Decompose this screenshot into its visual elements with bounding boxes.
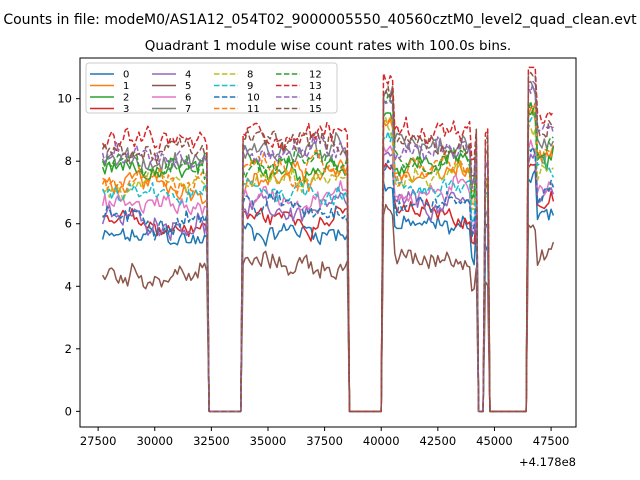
series-line-1	[102, 106, 555, 413]
x-tick-label: 47500	[533, 434, 570, 448]
series-line-13	[101, 66, 555, 413]
legend-label-13: 13	[309, 81, 322, 92]
legend-label-15: 15	[309, 104, 322, 115]
legend-label-8: 8	[247, 70, 253, 81]
x-tick-label: 30000	[136, 434, 173, 448]
x-tick-label: 35000	[250, 434, 287, 448]
plot-lines	[101, 66, 555, 413]
series-line-6	[101, 139, 555, 413]
y-tick-label: 2	[65, 342, 72, 356]
series-line-3	[102, 162, 555, 413]
legend-label-4: 4	[185, 70, 191, 81]
x-offset-label: +4.178e8	[519, 455, 576, 469]
series-line-5	[101, 203, 555, 413]
legend-label-11: 11	[247, 104, 260, 115]
x-tick-label: 27500	[80, 434, 117, 448]
series-line-2	[101, 102, 555, 413]
legend-label-7: 7	[185, 104, 191, 115]
series-line-10	[102, 145, 555, 413]
legend-label-12: 12	[309, 70, 322, 81]
y-tick-label: 10	[57, 92, 72, 106]
x-tick-label: 32500	[193, 434, 230, 448]
legend-label-0: 0	[123, 70, 129, 81]
x-axis: 27500 30000 32500 35000 37500 40000 42500 45000…	[80, 427, 570, 448]
chart-title: Quadrant 1 module wise count rates with …	[145, 38, 511, 54]
y-axis: 0 2 4 6 8 10	[57, 92, 80, 418]
x-tick-label: 42500	[420, 434, 457, 448]
y-tick-label: 4	[65, 279, 72, 293]
x-tick-label: 37500	[306, 434, 343, 448]
series-line-14	[101, 80, 555, 413]
y-tick-label: 0	[65, 404, 72, 418]
legend-label-1: 1	[123, 81, 129, 92]
legend-frame	[85, 62, 338, 114]
legend-label-10: 10	[247, 93, 260, 104]
legend-label-9: 9	[247, 81, 253, 92]
legend-label-5: 5	[185, 81, 191, 92]
series-line-15	[101, 71, 555, 413]
y-tick-label: 6	[65, 217, 72, 231]
legend-label-14: 14	[309, 93, 322, 104]
legend-label-3: 3	[123, 104, 129, 115]
figure-suptitle: Counts in file: modeM0/AS1A12_054T02_900…	[3, 12, 637, 28]
x-tick-label: 40000	[363, 434, 400, 448]
legend-label-2: 2	[123, 93, 129, 104]
x-tick-label: 45000	[476, 434, 513, 448]
series-line-4	[101, 151, 555, 413]
axes-frame	[79, 57, 577, 428]
legend-label-6: 6	[185, 93, 191, 104]
series-line-9	[101, 114, 555, 413]
y-tick-label: 8	[65, 154, 72, 168]
